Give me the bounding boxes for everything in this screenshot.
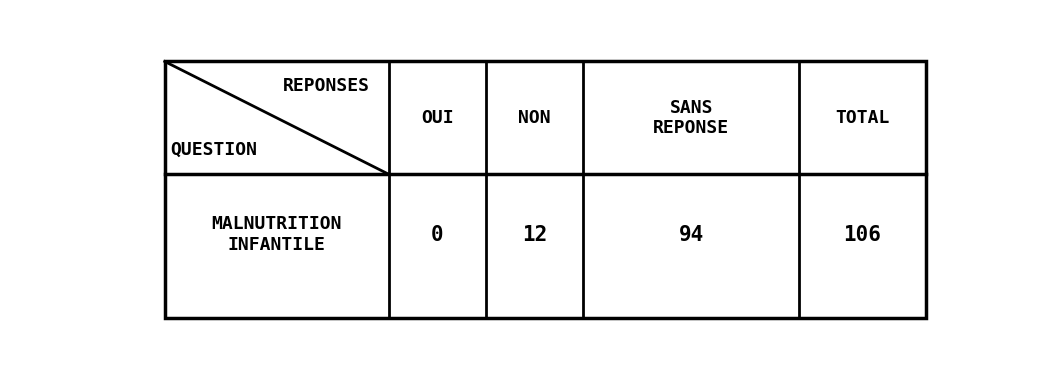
Text: MALNUTRITION
INFANTILE: MALNUTRITION INFANTILE — [211, 215, 342, 254]
Text: REPONSES: REPONSES — [283, 77, 370, 95]
Text: TOTAL: TOTAL — [835, 109, 889, 127]
Text: OUI: OUI — [421, 109, 454, 127]
Bar — [165, 61, 926, 318]
Text: 106: 106 — [844, 225, 882, 245]
Text: NON: NON — [518, 109, 551, 127]
Text: 12: 12 — [522, 225, 547, 245]
Text: QUESTION: QUESTION — [170, 141, 258, 158]
Text: SANS
REPONSE: SANS REPONSE — [653, 98, 730, 137]
Text: 0: 0 — [431, 225, 444, 245]
Text: 94: 94 — [679, 225, 703, 245]
